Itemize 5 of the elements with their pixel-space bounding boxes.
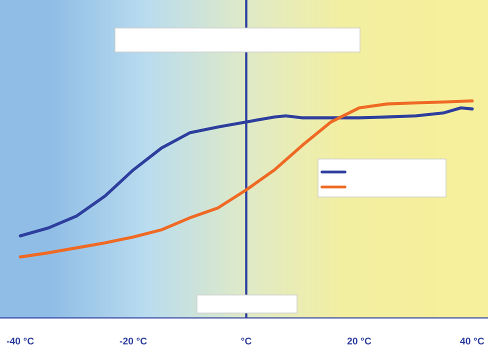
x-tick-label: °C bbox=[241, 338, 252, 344]
x-tick-label: 40 °C bbox=[460, 338, 484, 344]
x-tick-label: -20 °C bbox=[120, 338, 147, 344]
x-tick-label: -40 °C bbox=[6, 338, 34, 344]
x-tick-label: 20 °C bbox=[347, 338, 372, 344]
